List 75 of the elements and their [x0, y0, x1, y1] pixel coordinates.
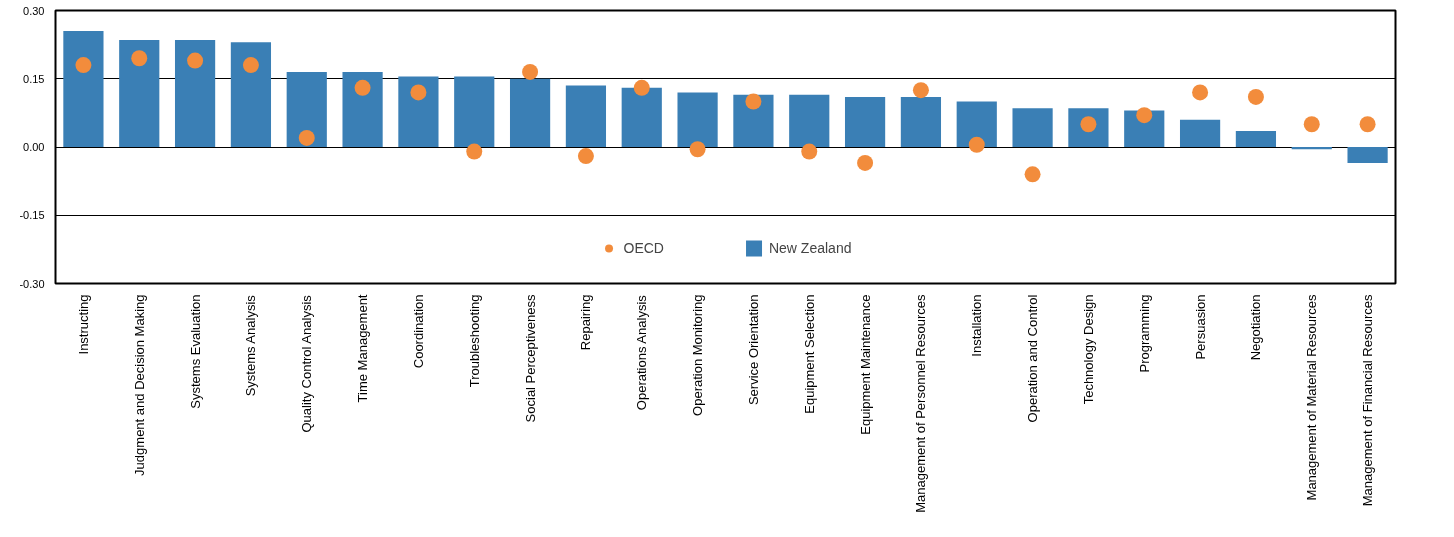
- x-tick-label: Operations Analysis: [634, 294, 650, 411]
- point: [1136, 107, 1153, 124]
- point: [298, 129, 315, 146]
- bar: [509, 78, 551, 147]
- x-tick-label: Technology Design: [1080, 294, 1096, 405]
- x-tick-label: Negotiation: [1248, 294, 1264, 361]
- point: [466, 143, 483, 160]
- point: [410, 84, 427, 101]
- x-tick-label: Equipment Maintenance: [857, 294, 873, 435]
- y-tick-label: 0.00: [23, 141, 45, 153]
- bar: [398, 76, 439, 147]
- point: [1303, 116, 1320, 133]
- x-tick-label: Instructing: [75, 294, 91, 355]
- x-tick-label: Coordination: [410, 294, 426, 369]
- bar: [1235, 131, 1277, 147]
- bar: [621, 87, 662, 147]
- x-tick-label: Judgment and Decision Making: [131, 294, 147, 476]
- point: [1247, 88, 1264, 105]
- x-tick-label: Management of Material Resources: [1304, 294, 1320, 501]
- y-tick-label: -0.15: [19, 209, 45, 222]
- x-tick-label: Programming: [1136, 294, 1152, 373]
- x-tick-label: Social Perceptiveness: [522, 294, 538, 423]
- y-tick-label: 0.15: [23, 72, 45, 85]
- bar: [286, 71, 327, 147]
- point: [522, 63, 539, 80]
- point: [75, 57, 92, 74]
- bar: [900, 96, 942, 147]
- x-tick-label: Management of Financial Resources: [1360, 294, 1376, 507]
- x-tick-label: Quality Control Analysis: [299, 294, 315, 433]
- point: [689, 141, 706, 158]
- y-tick-label: 0.30: [23, 4, 45, 17]
- x-tick-label: Repairing: [578, 294, 594, 351]
- bar: [789, 94, 830, 147]
- bar: [230, 42, 272, 147]
- bar: [63, 30, 104, 147]
- bar: [1012, 108, 1053, 147]
- x-tick-label: Time Management: [355, 294, 371, 403]
- bar: [174, 40, 216, 147]
- bar: [1179, 119, 1221, 147]
- x-tick-label: Equipment Selection: [801, 294, 817, 414]
- point: [354, 79, 371, 96]
- x-tick-label: Operation Monitoring: [690, 294, 706, 416]
- point: [801, 143, 818, 160]
- x-tick-label: Persuasion: [1192, 294, 1208, 360]
- bar: [844, 96, 886, 147]
- point: [1024, 166, 1041, 183]
- x-tick-label: Systems Analysis: [243, 294, 259, 397]
- point: [912, 82, 929, 99]
- x-tick-label: Systems Evaluation: [187, 294, 203, 409]
- legend-label: OECD: [623, 240, 664, 256]
- bar: [1347, 147, 1388, 163]
- bar: [677, 92, 718, 147]
- point: [242, 57, 259, 74]
- bar: [565, 85, 607, 147]
- point: [187, 52, 204, 69]
- bar: [119, 40, 160, 147]
- bar: [342, 71, 383, 147]
- legend-label: New Zealand: [768, 240, 852, 256]
- bar: [454, 76, 495, 147]
- x-tick-label: Management of Personnel Resources: [913, 294, 929, 513]
- point: [968, 136, 985, 153]
- bar: [956, 101, 997, 147]
- point: [131, 50, 148, 67]
- x-tick-label: Installation: [969, 294, 985, 357]
- x-tick-label: Service Orientation: [745, 294, 761, 406]
- y-tick-label: -0.30: [19, 277, 45, 290]
- x-tick-label: Troubleshooting: [466, 294, 482, 388]
- point: [1192, 84, 1209, 101]
- point: [745, 93, 762, 110]
- bar: [733, 94, 774, 147]
- point: [633, 79, 650, 96]
- point: [577, 148, 594, 165]
- x-tick-label: Operation and Control: [1025, 294, 1041, 423]
- point: [857, 154, 874, 171]
- point: [1359, 116, 1376, 133]
